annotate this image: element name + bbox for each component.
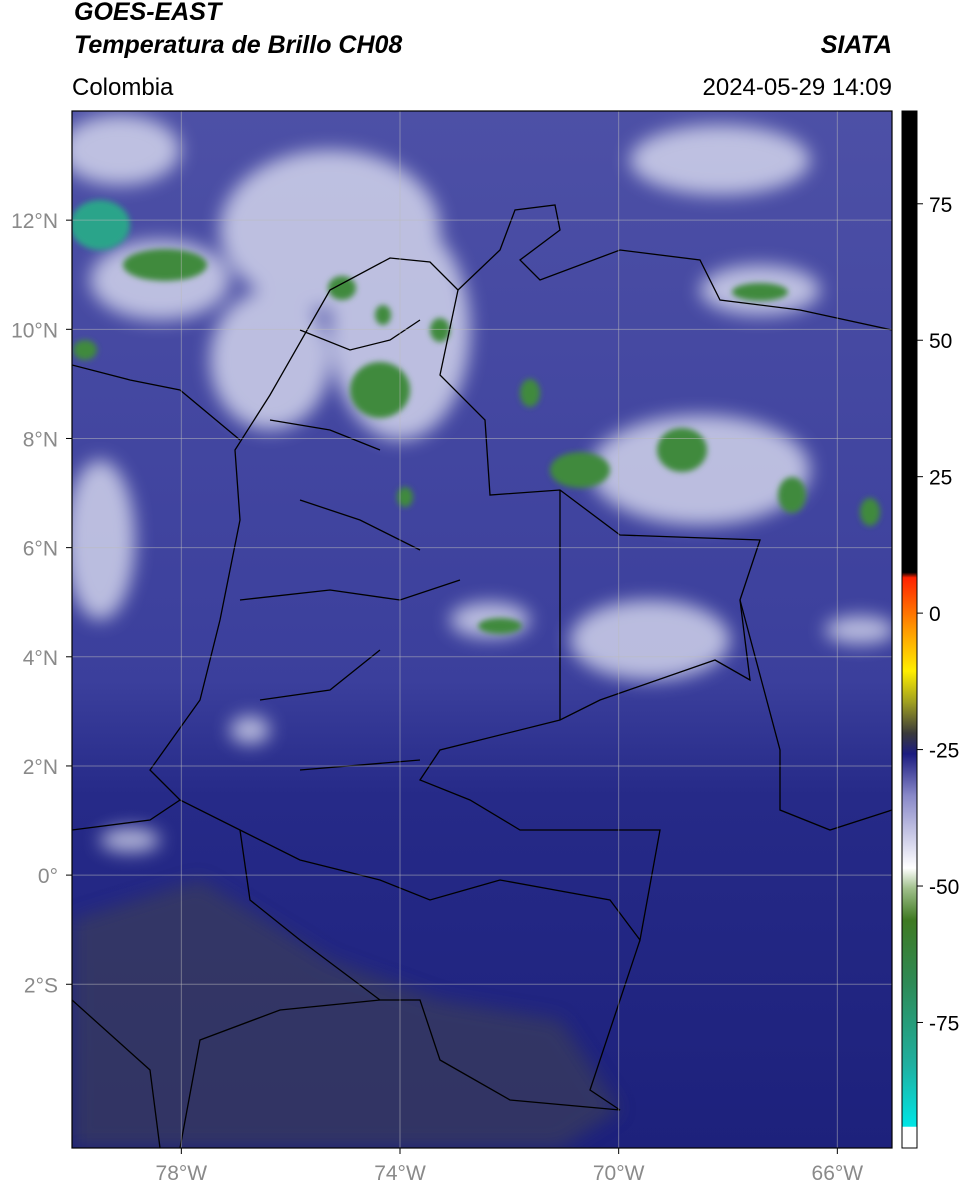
datetime: 2024-05-29 14:09 bbox=[703, 74, 893, 101]
y-tick-label: 2°N bbox=[23, 756, 58, 779]
source: SIATA bbox=[821, 31, 892, 59]
colorbar-tick-label: 75 bbox=[929, 194, 952, 217]
title: GOES-EAST bbox=[74, 0, 224, 26]
region: Colombia bbox=[72, 74, 174, 101]
y-tick-label: 12°N bbox=[11, 210, 58, 233]
colorbar-tick-label: -75 bbox=[929, 1012, 959, 1035]
map-frame bbox=[71, 110, 893, 1149]
y-tick-label: 6°N bbox=[23, 538, 58, 561]
grid bbox=[72, 111, 892, 1148]
y-tick-label: 0° bbox=[38, 865, 58, 888]
x-tick-label: 74°W bbox=[374, 1162, 426, 1185]
x-tick-label: 66°W bbox=[812, 1162, 864, 1185]
x-tick-label: 78°W bbox=[156, 1162, 208, 1185]
colorbar bbox=[901, 110, 918, 1149]
borders bbox=[72, 204, 892, 1148]
y-tick-label: 2°S bbox=[24, 974, 58, 997]
cold-tops bbox=[72, 200, 880, 634]
x-tick-label: 70°W bbox=[593, 1162, 645, 1185]
subtitle: Temperatura de Brillo CH08 bbox=[74, 31, 402, 59]
colorbar-tick-label: -25 bbox=[929, 740, 959, 763]
colorbar-tick-label: 0 bbox=[929, 603, 941, 626]
y-tick-label: 8°N bbox=[23, 428, 58, 451]
colorbar-tick-label: 50 bbox=[929, 330, 952, 353]
y-tick-label: 4°N bbox=[23, 647, 58, 670]
satellite-image bbox=[72, 111, 892, 1148]
dark-land bbox=[72, 880, 620, 1148]
colorbar-tick-label: 25 bbox=[929, 467, 952, 490]
colorbar-tick-label: -50 bbox=[929, 876, 959, 899]
y-tick-label: 10°N bbox=[11, 319, 58, 342]
